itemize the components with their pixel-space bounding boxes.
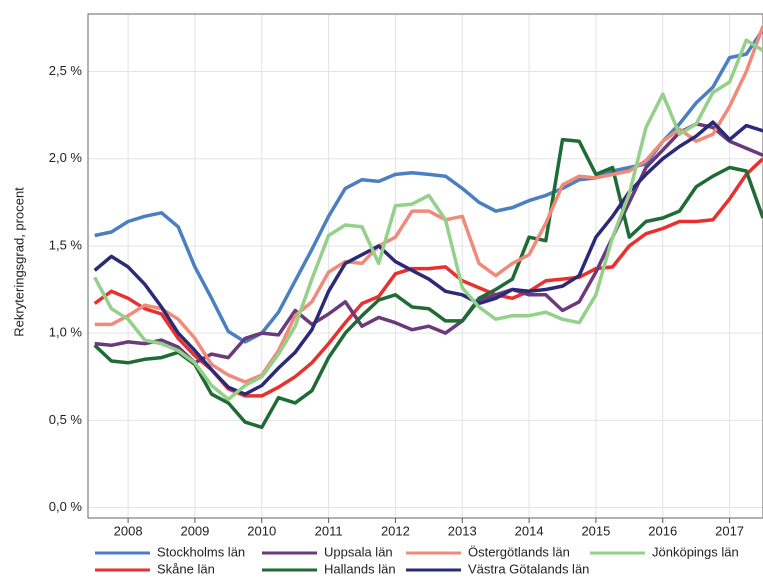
x-tick-label: 2010 <box>247 523 276 538</box>
x-tick-label: 2012 <box>381 523 410 538</box>
legend-label: Hallands län <box>324 561 396 576</box>
x-tick-label: 2017 <box>715 523 744 538</box>
y-tick-label: 0,5 % <box>49 412 83 427</box>
plot-lines <box>93 25 763 430</box>
series-line <box>93 120 763 396</box>
x-tick-label: 2016 <box>648 523 677 538</box>
x-tick-label: 2009 <box>180 523 209 538</box>
series-line <box>94 25 763 384</box>
x-tick-label: 2008 <box>114 523 143 538</box>
legend-label: Östergötlands län <box>468 544 570 559</box>
y-tick-label: 0,0 % <box>49 499 83 514</box>
plot-frame <box>87 13 763 519</box>
y-tick-label: 1,5 % <box>49 237 83 252</box>
series-line <box>93 137 763 430</box>
x-tick-label: 2013 <box>448 523 477 538</box>
legend-label: Uppsala län <box>324 544 393 559</box>
legend-label: Skåne län <box>157 561 215 576</box>
x-tick-label: 2011 <box>315 523 343 538</box>
x-tick-label: 2015 <box>581 523 610 538</box>
y-tick-label: 2,5 % <box>49 63 83 78</box>
legend-label: Jönköpings län <box>652 544 739 559</box>
y-tick-label: 2,0 % <box>49 150 83 165</box>
y-tick-label: 1,0 % <box>49 325 83 340</box>
y-axis-label: Rekryteringsgrad, procent <box>11 187 26 337</box>
series-line <box>93 38 763 402</box>
legend-label: Stockholms län <box>157 544 245 559</box>
legend-label: Västra Götalands län <box>468 561 589 576</box>
x-tick-label: 2014 <box>515 523 544 538</box>
